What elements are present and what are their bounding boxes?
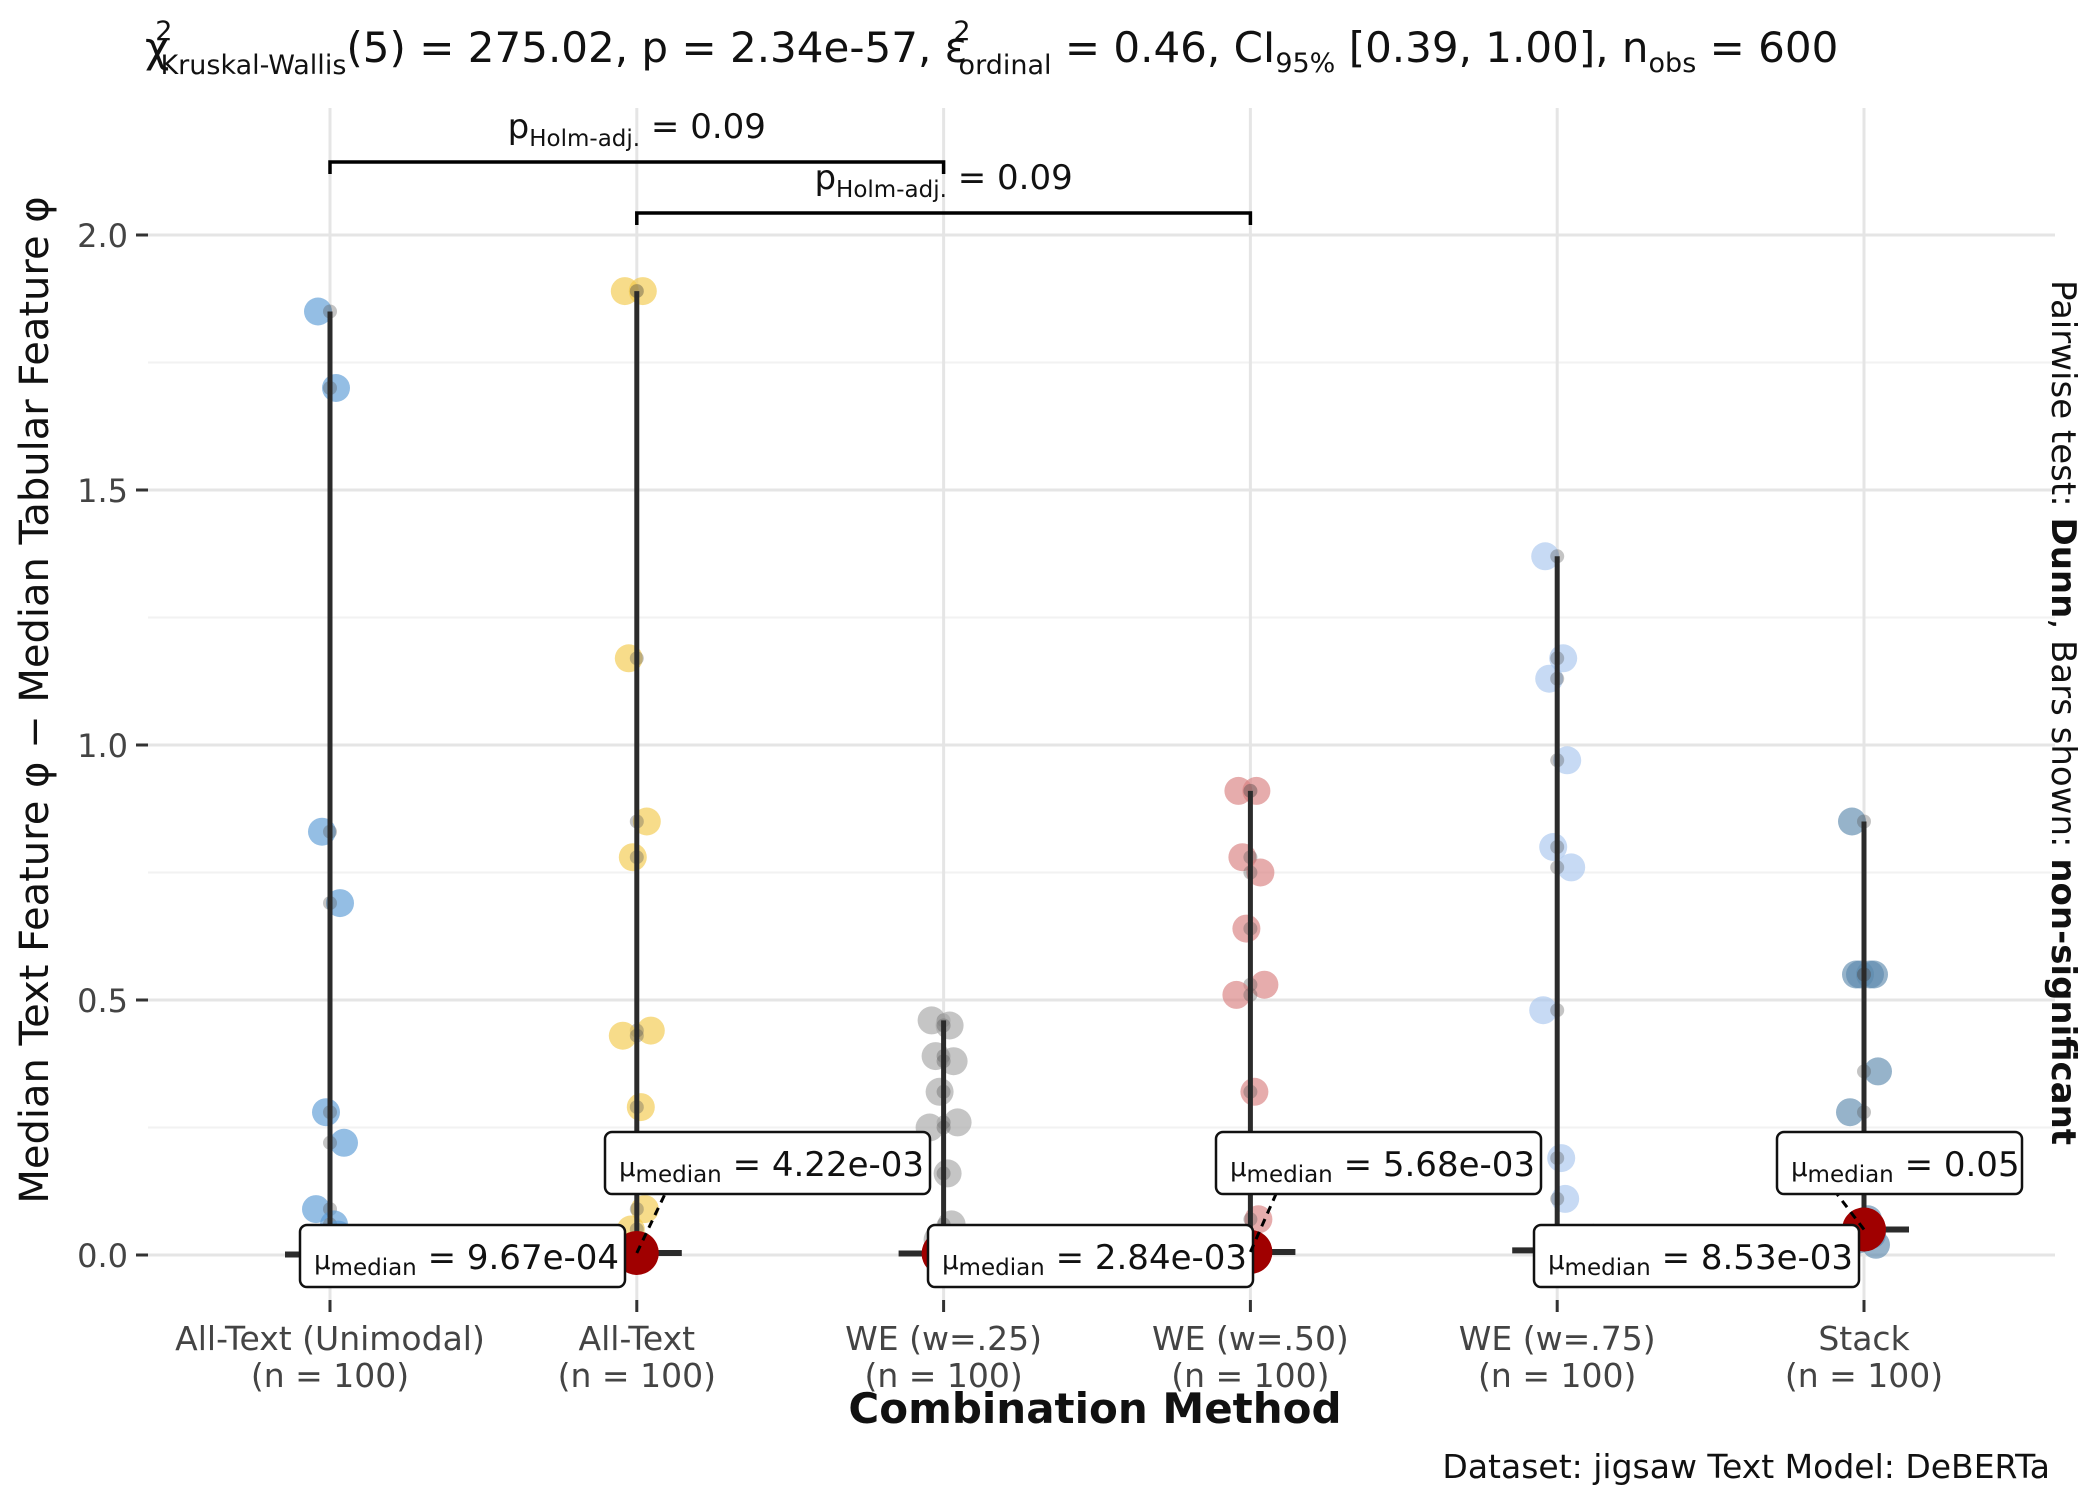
x-tick-label: WE (w=.75) [1459,1319,1656,1358]
bracket-line [635,211,1253,225]
median-label: μmedian = 5.68e-03 [1214,1130,1543,1253]
data-point [939,1047,968,1076]
label-text: μmedian = 0.05 [1791,1145,2020,1188]
label-text: μmedian = 8.53e-03 [1548,1238,1853,1281]
x-axis-label: Combination Method [848,1384,1341,1433]
x-tick-label: All-Text [579,1319,696,1358]
y-tick-label: 0.0 [77,1237,128,1275]
data-point [312,1098,340,1127]
label-box [1214,1130,1543,1196]
pairwise-test-label: Pairwise test: Dunn, Bars shown: non-sig… [2043,280,2083,1145]
label-leader [635,1193,667,1254]
data-point [1553,746,1582,775]
x-tick-count: (n = 100) [558,1356,716,1395]
median-label: μmedian = 9.67e-04 [298,1223,627,1289]
x-tick-count: (n = 100) [1785,1356,1943,1395]
label-text: μmedian = 5.68e-03 [1230,1145,1535,1188]
data-point [943,1108,972,1137]
data-point [330,1128,358,1157]
data-point [608,1021,637,1050]
label-box [1775,1130,2024,1196]
label-box [1532,1223,1861,1289]
data-point [304,297,332,326]
y-axis-label: Median Text Feature φ − Median Tabular F… [12,196,58,1203]
data-point [1250,970,1279,999]
data-point [636,1016,665,1045]
chart-title: χ2 Kruskal-Wallis(5) = 275.02, p = 2.34e-… [145,16,1838,81]
data-point [1547,1144,1576,1173]
data-point [326,889,354,918]
comparison-bracket: pHolm-adj. = 0.09 [328,107,946,174]
data-point [1531,542,1560,571]
data-point [1864,1057,1892,1086]
x-axis: All-Text (Unimodal)(n = 100)All-Text(n =… [175,1300,1943,1395]
data-point [632,807,661,836]
y-tick-label: 1.5 [77,472,128,510]
x-tick-label: All-Text (Unimodal) [175,1319,485,1358]
data-point [1232,914,1261,943]
y-tick-label: 0.5 [77,982,128,1020]
caption: Dataset: jigsaw Text Model: DeBERTa [1442,1447,2050,1486]
label-leader [1249,1193,1278,1253]
label-leader [1835,1193,1866,1231]
label-box [926,1223,1255,1289]
label-box [298,1223,627,1289]
label-text: μmedian = 4.22e-03 [619,1145,924,1188]
data-point [1246,858,1275,887]
label-text: μmedian = 9.67e-04 [314,1238,619,1281]
data-point [1838,807,1866,836]
x-tick-count: (n = 100) [251,1356,409,1395]
data-point [618,843,647,872]
label-box [603,1130,932,1196]
data-point [1240,1077,1269,1106]
data-point [925,1077,954,1106]
pairwise-brackets: pHolm-adj. = 0.09 pHolm-adj. = 0.09 [328,107,1253,225]
comparison-bracket: pHolm-adj. = 0.09 [635,158,1253,225]
comparison-label: pHolm-adj. = 0.09 [814,158,1072,203]
x-tick-label: Stack [1818,1319,1910,1358]
x-tick-label: WE (w=.25) [845,1319,1042,1358]
y-axis: 0.0 0.5 1.0 1.5 2.0 [77,217,148,1275]
y-tick-label: 1.0 [77,727,128,765]
data-point [1557,853,1586,882]
median-label: μmedian = 4.22e-03 [603,1130,932,1254]
data-point [1836,1098,1864,1127]
x-tick-label: WE (w=.50) [1152,1319,1349,1358]
x-tick-count: (n = 100) [864,1356,1022,1395]
data-point [1846,960,1874,989]
data-point [1222,980,1251,1009]
median-labels: μmedian = 9.67e-04 μmedian = 4.22e-03 μmed… [298,1130,2024,1289]
median-label: μmedian = 8.53e-03 [1532,1223,1861,1289]
median-label: μmedian = 2.84e-03 [926,1223,1255,1289]
group-5 [1819,807,1909,1259]
x-tick-count: (n = 100) [1478,1356,1636,1395]
bracket-line [328,160,946,174]
y-tick-label: 2.0 [77,217,128,255]
data-point [933,1159,962,1188]
x-tick-count: (n = 100) [1171,1356,1329,1395]
comparison-label: pHolm-adj. = 0.09 [508,107,766,152]
data-point [1539,833,1568,861]
median-label: μmedian = 0.05 [1775,1130,2024,1231]
data-point [1529,996,1558,1025]
data-point [626,1093,655,1122]
label-text: μmedian = 2.84e-03 [942,1238,1247,1281]
